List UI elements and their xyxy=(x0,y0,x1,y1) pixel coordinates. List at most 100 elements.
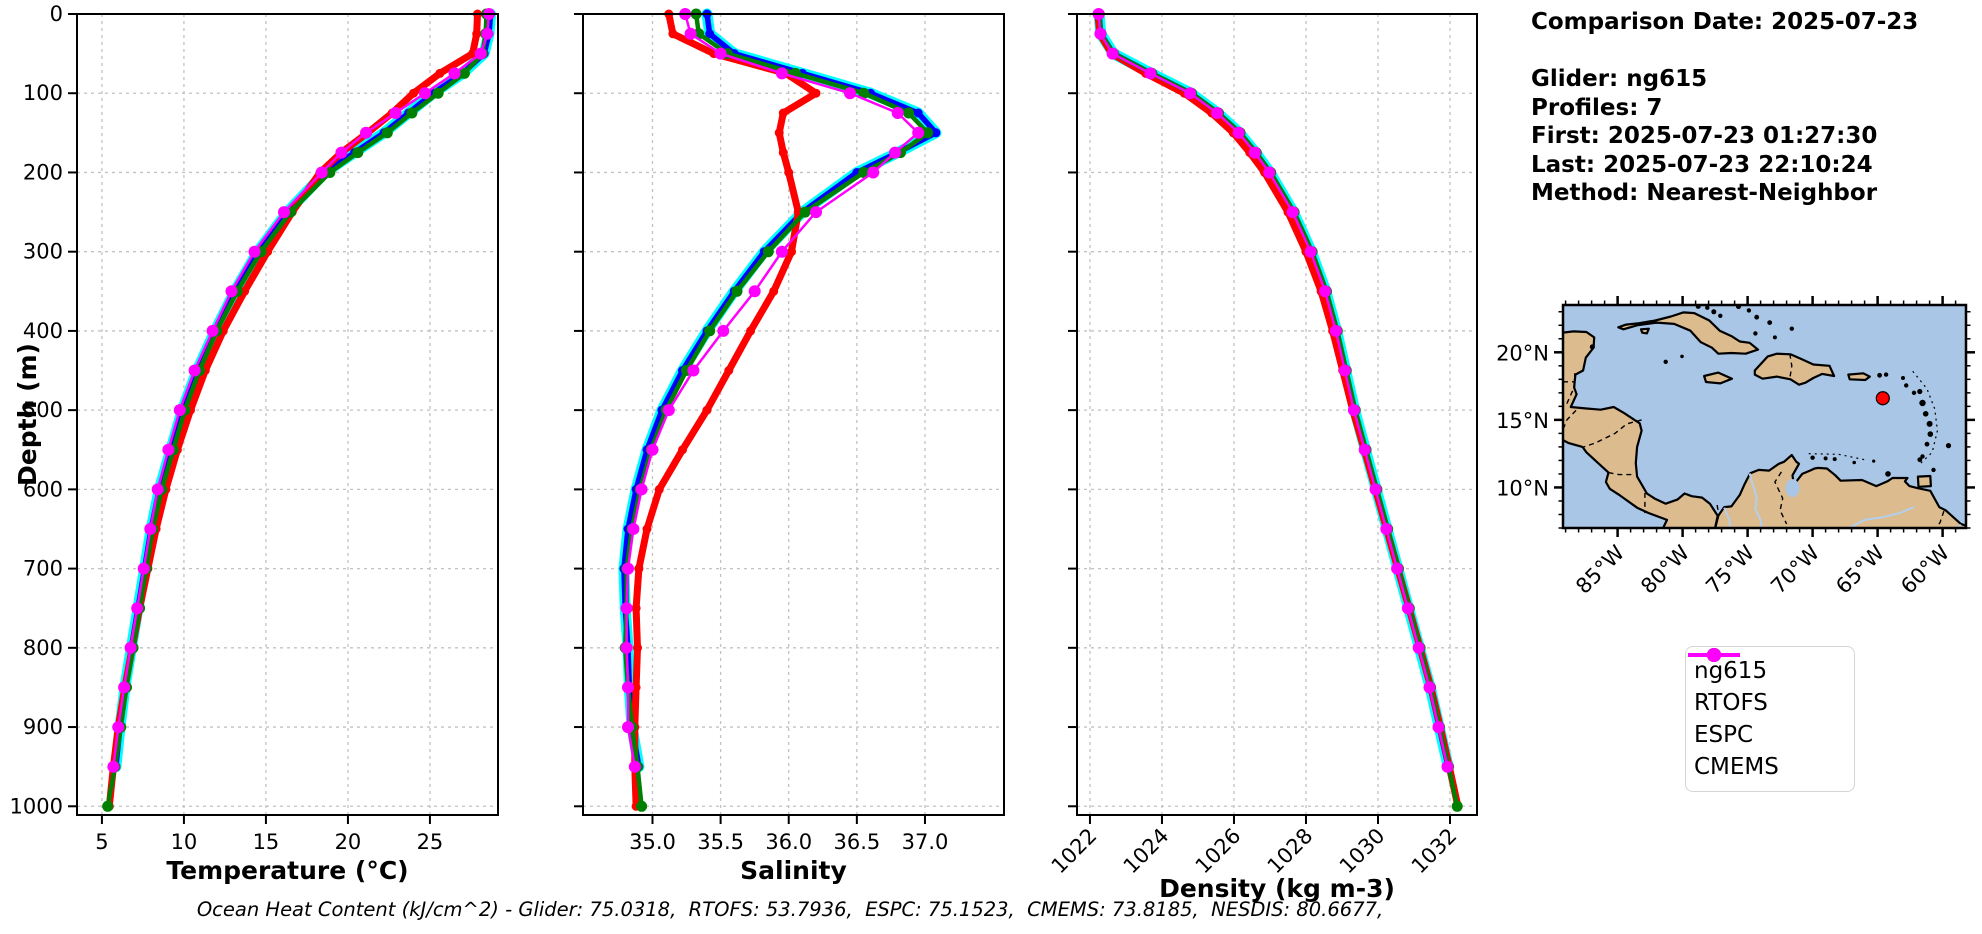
lake-maracaibo xyxy=(1785,479,1800,498)
axes: 35.0 35.5 36.0 36.5 37.0 xyxy=(574,13,949,854)
legend-label: CMEMS xyxy=(1694,754,1779,781)
y-tick-label: 400 xyxy=(23,319,63,343)
island xyxy=(1917,388,1923,395)
island xyxy=(1917,457,1923,463)
island xyxy=(1883,372,1889,377)
info-comparison-date: Comparison Date: 2025-07-23 xyxy=(1531,9,1919,35)
info-spacer xyxy=(1531,37,1971,66)
y-tick-label: 200 xyxy=(23,160,63,184)
island xyxy=(1919,399,1926,407)
island xyxy=(1920,454,1925,459)
border-line xyxy=(1563,409,1577,429)
x-tick-label: 15 xyxy=(253,830,280,854)
x-tick-label: 36.0 xyxy=(765,830,812,854)
x-tick-label: 5 xyxy=(95,830,108,854)
y-tick-label: 1000 xyxy=(10,794,63,818)
depth-axis-title: Depth (m) xyxy=(13,343,42,486)
island xyxy=(1852,460,1856,465)
caribbean-map: 20°N 15°N 10°N 85°W 80°W 75°W 70°W 65°W 60°W xyxy=(1496,296,1975,599)
info-last: Last: 2025-07-23 22:10:24 xyxy=(1531,151,1873,178)
island xyxy=(1901,376,1905,380)
y-tick-label: 100 xyxy=(23,81,63,105)
info-panel: Comparison Date: 2025-07-23 Glider: ng61… xyxy=(1531,8,1971,208)
river xyxy=(1846,506,1915,528)
y-tick-label: 600 xyxy=(23,477,63,501)
info-profiles: Profiles: 7 xyxy=(1531,94,1663,121)
x-tick-label: 10 xyxy=(171,830,198,854)
island xyxy=(1877,372,1882,378)
island xyxy=(1911,390,1917,395)
info-glider: Glider: ng615 xyxy=(1531,66,1708,92)
series-cmems xyxy=(620,8,925,773)
island xyxy=(1922,411,1929,417)
border-line xyxy=(1716,504,1720,516)
island xyxy=(1872,459,1876,463)
island xyxy=(1823,456,1828,461)
y-tick-label: 700 xyxy=(23,557,63,581)
island xyxy=(1767,320,1773,325)
island xyxy=(1885,471,1891,477)
series-cmems xyxy=(1092,8,1454,773)
island xyxy=(1754,314,1760,320)
map-lon-label: 85°W xyxy=(1571,540,1629,598)
hispaniola xyxy=(1753,352,1836,386)
border-line xyxy=(1564,373,1576,407)
x-tick-label: 20 xyxy=(335,830,362,854)
island xyxy=(1746,308,1752,313)
density-axis-title: Density (kg m-3) xyxy=(1159,874,1395,903)
map-lat-label: 20°N xyxy=(1496,341,1549,365)
x-tick-label: 25 xyxy=(417,830,444,854)
island xyxy=(1718,313,1723,318)
island xyxy=(1789,326,1795,331)
y-tick-label: 300 xyxy=(23,240,63,264)
trinidad xyxy=(1916,474,1932,488)
island xyxy=(1931,467,1936,473)
salinity-plot: 35.0 35.5 36.0 36.5 37.0 Salinity xyxy=(574,8,1005,885)
border-line xyxy=(1608,471,1635,476)
temperature-axis-title: Temperature (°C) xyxy=(166,856,408,885)
legend-label: ESPC xyxy=(1694,722,1754,749)
south-america xyxy=(1714,453,1966,528)
series-cmems xyxy=(107,8,495,773)
map-lon-label: 65°W xyxy=(1831,540,1889,598)
island xyxy=(1832,457,1837,462)
island xyxy=(1945,443,1952,449)
island xyxy=(1810,455,1815,460)
island xyxy=(1663,359,1668,364)
central-america xyxy=(1563,330,1719,528)
x-tick-label: 35.5 xyxy=(697,830,744,854)
island xyxy=(1711,309,1717,315)
y-tick-label: 900 xyxy=(23,715,63,739)
island xyxy=(1927,431,1934,437)
grid xyxy=(1077,13,1477,815)
map-lon-label: 70°W xyxy=(1766,540,1824,598)
legend: ng615 RTOFS ESPC CMEMS xyxy=(1685,646,1855,792)
x-tick-label: 36.5 xyxy=(833,830,880,854)
map-lat-label: 10°N xyxy=(1496,476,1549,500)
island xyxy=(1904,383,1909,388)
legend-label: RTOFS xyxy=(1694,689,1768,716)
info-method: Method: Nearest-Neighbor xyxy=(1531,180,1878,206)
legend-line-sample xyxy=(1688,648,1740,662)
border-line xyxy=(1935,510,1945,528)
puerto-rico xyxy=(1847,372,1871,382)
x-tick-label: 35.0 xyxy=(629,830,676,854)
island xyxy=(1680,354,1684,359)
temperature-plot: 0 100 200 300 400 500 600 700 800 900 1000 5 10 15 20 2… xyxy=(10,2,499,885)
x-tick-label: 37.0 xyxy=(902,830,949,854)
island xyxy=(1926,420,1933,427)
island xyxy=(1924,441,1930,447)
axes: 0 100 200 300 400 500 600 700 800 900 1000 5 10 15 20 2… xyxy=(10,2,444,854)
river xyxy=(1723,507,1732,528)
jamaica xyxy=(1703,371,1734,385)
map-lon-label: 80°W xyxy=(1636,540,1694,598)
y-tick-label: 500 xyxy=(23,398,63,422)
y-tick-label: 0 xyxy=(50,2,63,26)
legend-label: ng615 xyxy=(1694,657,1768,684)
map-lat-label: 15°N xyxy=(1496,409,1549,433)
y-tick-label: 800 xyxy=(23,636,63,660)
legend-item-espc: ESPC xyxy=(1688,648,1844,751)
